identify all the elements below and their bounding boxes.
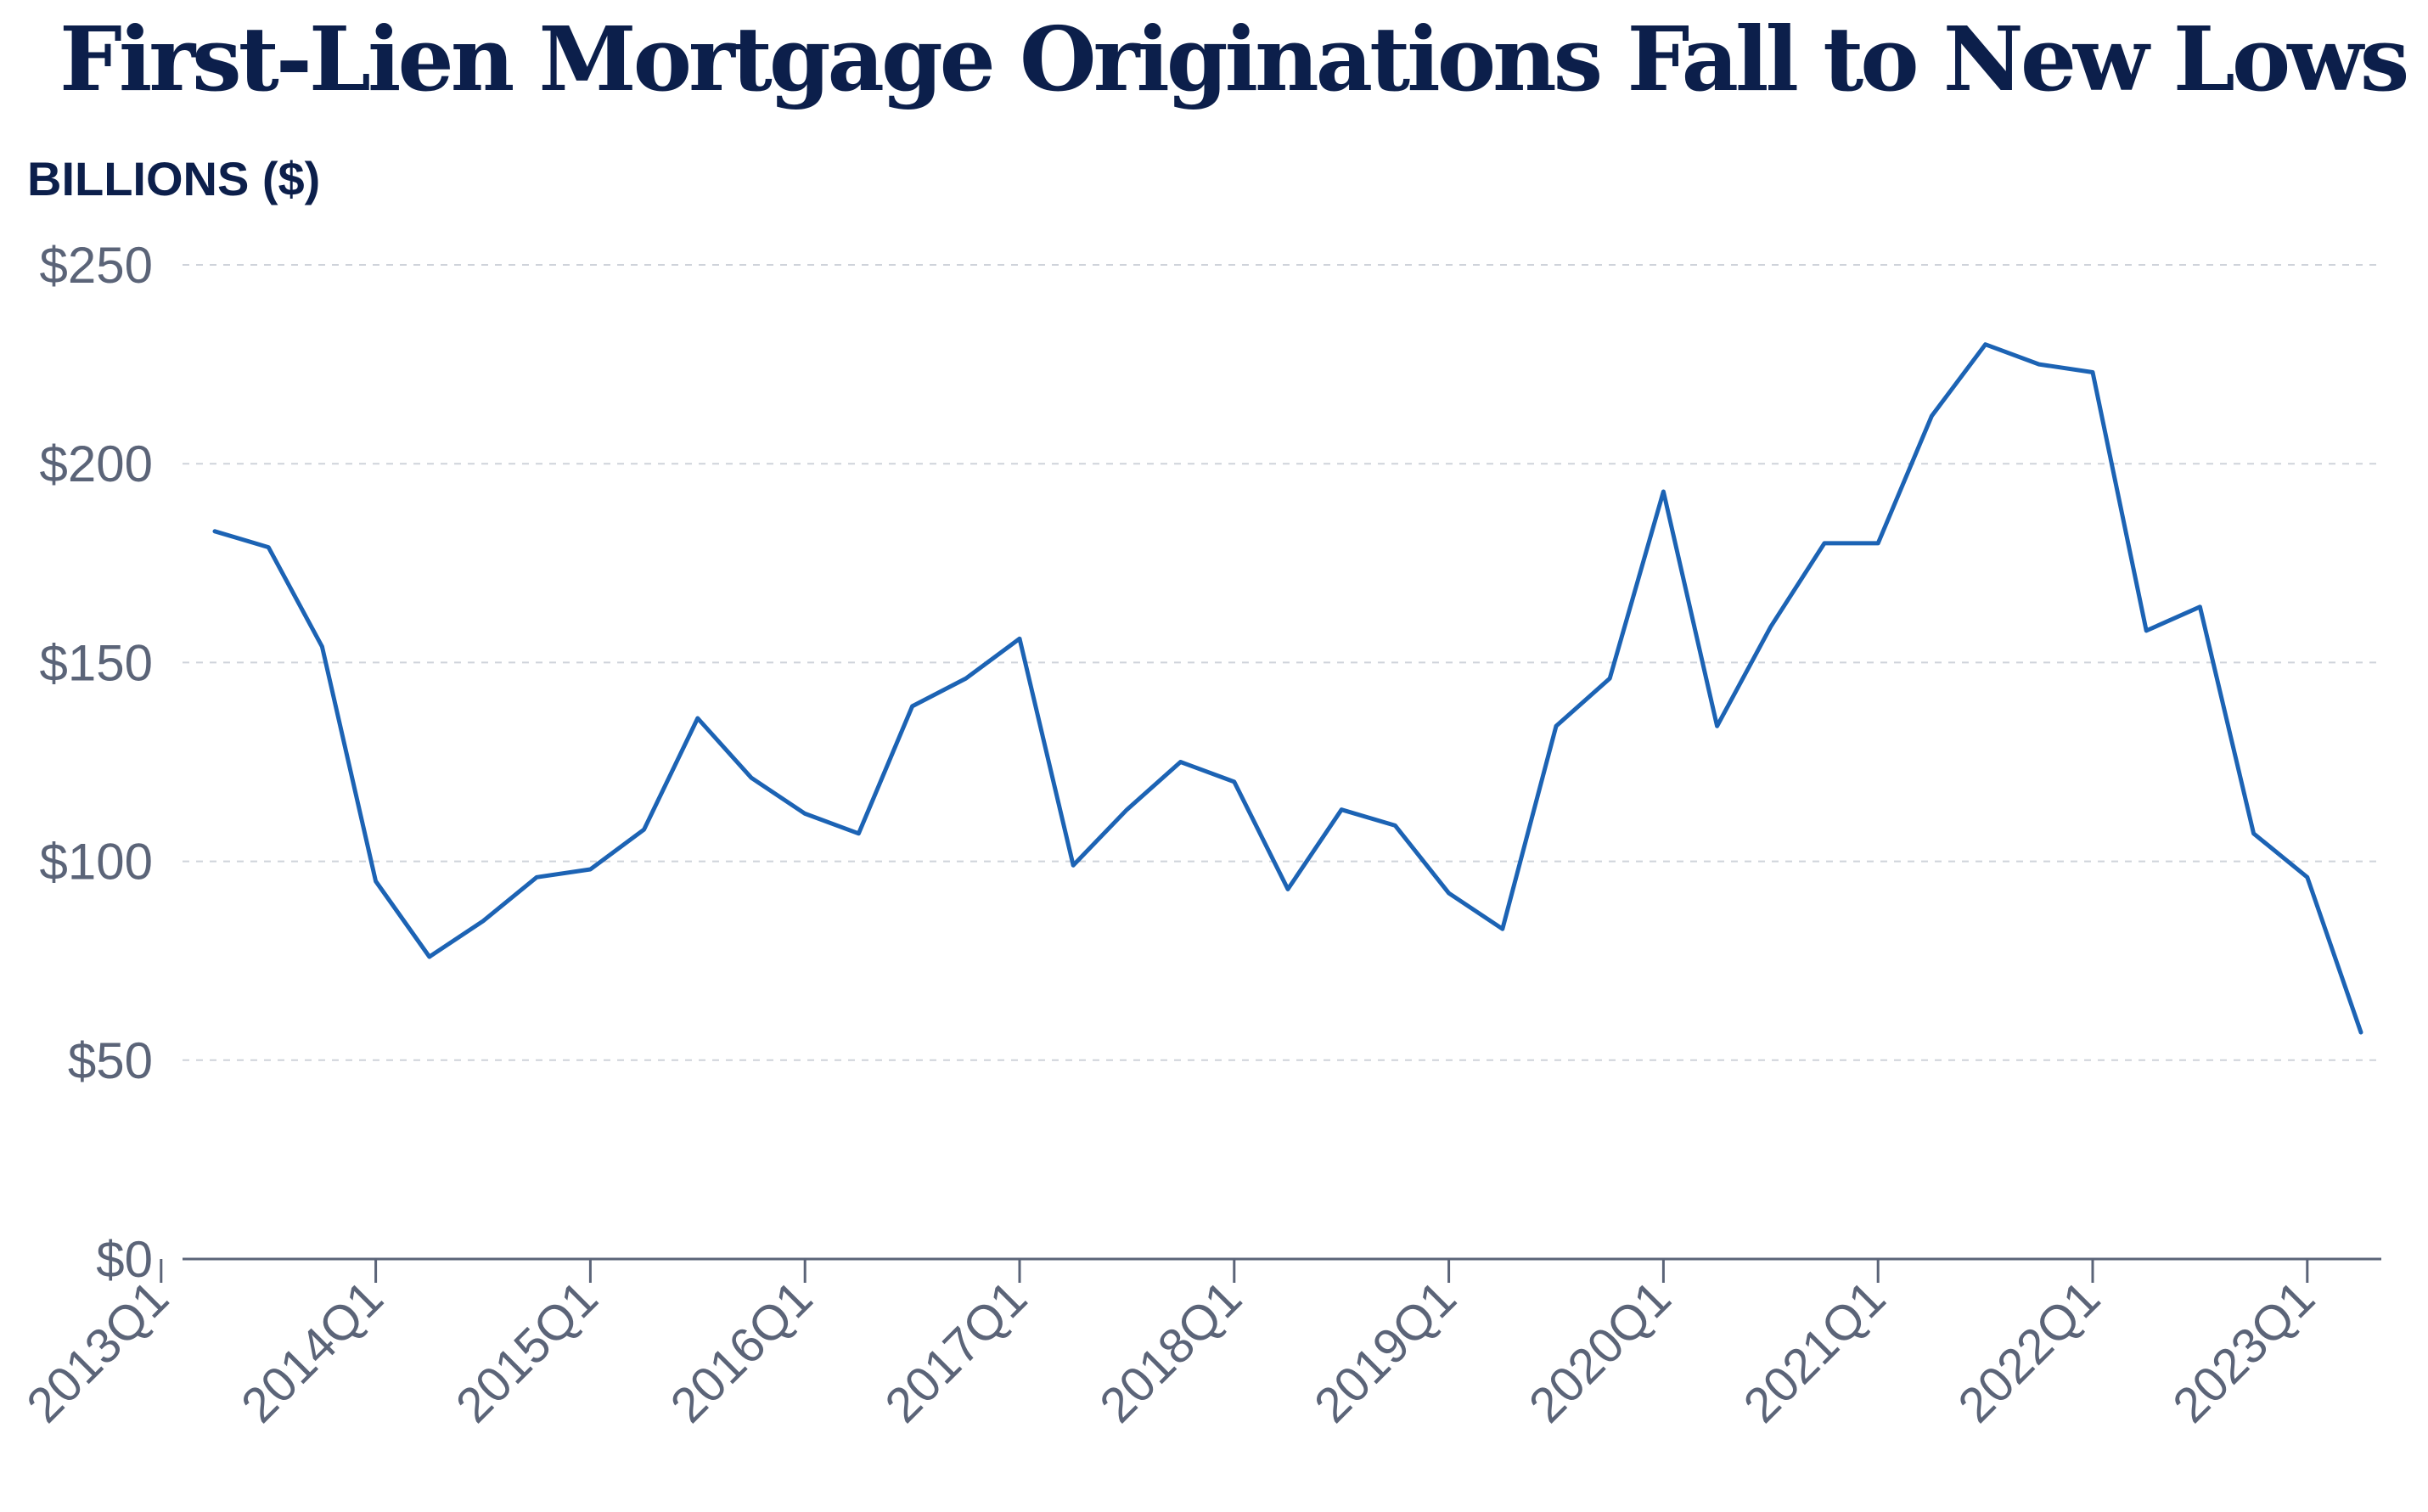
x-tick-label: 2014Q1: [231, 1270, 394, 1433]
y-axis-ticks: $0 $50 $100 $150 $200 $250: [40, 237, 153, 1288]
x-tick-label: 2019Q1: [1304, 1270, 1467, 1433]
y-tick-label: $0: [96, 1231, 153, 1288]
y-tick-label: $100: [40, 834, 153, 891]
x-tick-label: 2018Q1: [1089, 1270, 1252, 1433]
x-tick-label: 2021Q1: [1733, 1270, 1896, 1433]
series-line: [212, 342, 2363, 1035]
y-tick-label: $200: [40, 436, 153, 492]
x-tick-label: 2016Q1: [660, 1270, 823, 1433]
gridlines: [183, 264, 2381, 1061]
y-tick-label: $50: [68, 1032, 153, 1089]
y-tick-label: $150: [40, 634, 153, 691]
y-tick-label: $250: [40, 237, 153, 294]
x-tick-label: 2022Q1: [1947, 1270, 2110, 1433]
x-tick-label: 2017Q1: [874, 1270, 1037, 1433]
chart-title: First-Lien Mortgage Originations Fall to…: [59, 7, 2409, 111]
x-tick-label: 2023Q1: [2162, 1270, 2325, 1433]
x-tick-label: 2015Q1: [446, 1270, 609, 1433]
x-tick-label: 2020Q1: [1519, 1270, 1682, 1433]
x-axis-ticks: 2013Q1 2014Q1 2015Q1 2016Q1 2017Q1 2018Q1 2019…: [16, 1259, 2325, 1433]
y-axis-unit-label: BILLIONS ($): [27, 152, 321, 205]
x-tick-label: 2013Q1: [16, 1270, 179, 1433]
series-line-group: [212, 342, 2363, 1035]
